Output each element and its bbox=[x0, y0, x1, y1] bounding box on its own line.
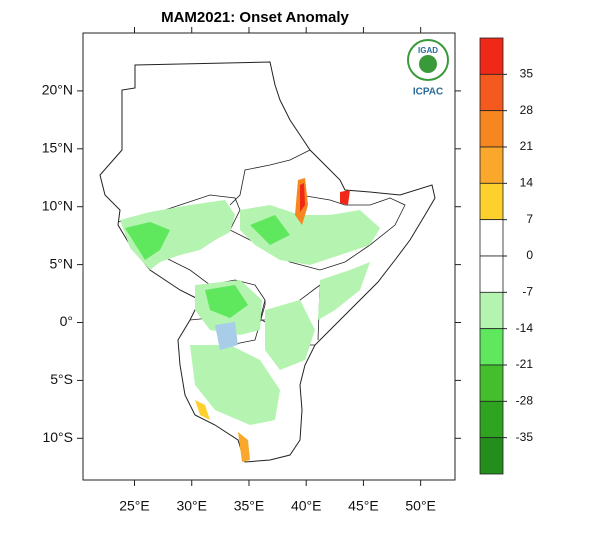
colorbar-label: -14 bbox=[516, 321, 534, 335]
colorbar-label: 0 bbox=[526, 248, 533, 262]
x-tick-label: 35°E bbox=[234, 498, 265, 514]
colorbar-bin bbox=[479, 73, 504, 112]
colorbar-bin bbox=[479, 182, 504, 221]
logo: IGAD ICPAC bbox=[407, 39, 449, 98]
colorbar-label: 7 bbox=[526, 212, 533, 226]
colorbar-bin bbox=[479, 364, 504, 402]
colorbar-bin bbox=[479, 291, 504, 330]
y-tick-label: 10°N bbox=[42, 197, 73, 213]
colorbar-bin bbox=[479, 146, 504, 184]
colorbar-label: -35 bbox=[516, 430, 534, 444]
y-tick-label: 20°N bbox=[42, 82, 73, 98]
colorbar-bin bbox=[479, 400, 504, 439]
x-tick-label: 30°E bbox=[176, 498, 207, 514]
colorbar-bin bbox=[479, 110, 504, 148]
colorbar-label: -28 bbox=[516, 394, 534, 408]
logo-org: ICPAC bbox=[413, 87, 443, 98]
colorbar-bin bbox=[479, 219, 504, 257]
colorbar-bin bbox=[479, 255, 504, 293]
logo-name: IGAD bbox=[418, 46, 438, 55]
colorbar-bin bbox=[479, 37, 504, 75]
y-tick-label: 5°N bbox=[50, 255, 74, 271]
anomaly-areas bbox=[120, 178, 380, 462]
x-tick-label: 45°E bbox=[348, 498, 379, 514]
colorbar-label: -7 bbox=[522, 285, 533, 299]
y-tick-label: 0° bbox=[60, 313, 73, 329]
colorbar-label: 14 bbox=[520, 176, 534, 190]
colorbar-label: 28 bbox=[520, 103, 534, 117]
y-tick-label: 5°S bbox=[50, 371, 73, 387]
x-tick-label: 25°E bbox=[119, 498, 150, 514]
colorbar-bin bbox=[479, 328, 504, 366]
x-tick-label: 50°E bbox=[405, 498, 436, 514]
y-tick-label: 10°S bbox=[42, 429, 73, 445]
colorbar-label: 35 bbox=[520, 67, 534, 81]
x-tick-label: 40°E bbox=[291, 498, 322, 514]
colorbar-label: -21 bbox=[516, 357, 534, 371]
map-title: MAM2021: Onset Anomaly bbox=[161, 9, 349, 26]
colorbar-bin bbox=[479, 437, 504, 475]
y-tick-label: 15°N bbox=[42, 140, 73, 156]
colorbar-label: 21 bbox=[520, 139, 534, 153]
